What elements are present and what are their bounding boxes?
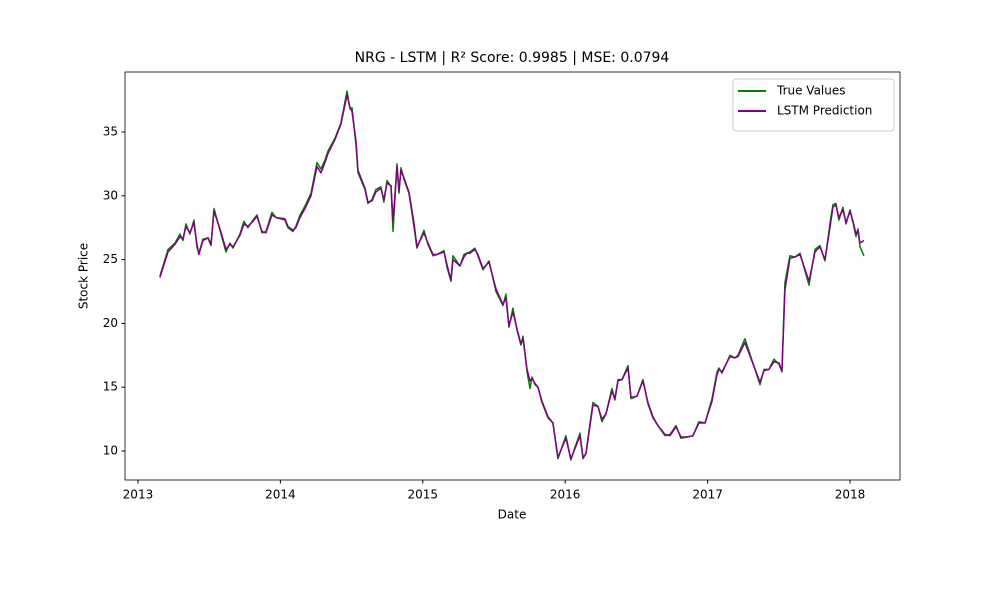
y-tick-label: 25 bbox=[103, 252, 118, 266]
plot-frame bbox=[124, 71, 901, 481]
legend-label: LSTM Prediction bbox=[777, 104, 872, 118]
x-axis-label: Date bbox=[498, 508, 527, 522]
legend-label: True Values bbox=[776, 84, 846, 98]
y-tick-label: 10 bbox=[103, 444, 118, 458]
x-tick-label: 2016 bbox=[550, 488, 581, 502]
line-series bbox=[159, 94, 865, 460]
legend-box bbox=[732, 78, 895, 132]
chart-title: NRG - LSTM | R² Score: 0.9985 | MSE: 0.0… bbox=[355, 50, 670, 66]
x-tick-label: 2013 bbox=[123, 488, 154, 502]
y-tick-label: 30 bbox=[103, 188, 118, 202]
y-axis-label: Stock Price bbox=[77, 243, 91, 309]
y-tick-label: 35 bbox=[103, 124, 118, 138]
x-tick-label: 2017 bbox=[692, 488, 723, 502]
y-tick-label: 15 bbox=[103, 380, 118, 394]
x-tick-label: 2018 bbox=[835, 488, 866, 502]
x-tick-label: 2014 bbox=[265, 488, 296, 502]
x-tick-label: 2015 bbox=[408, 488, 439, 502]
y-tick-label: 20 bbox=[103, 316, 118, 330]
